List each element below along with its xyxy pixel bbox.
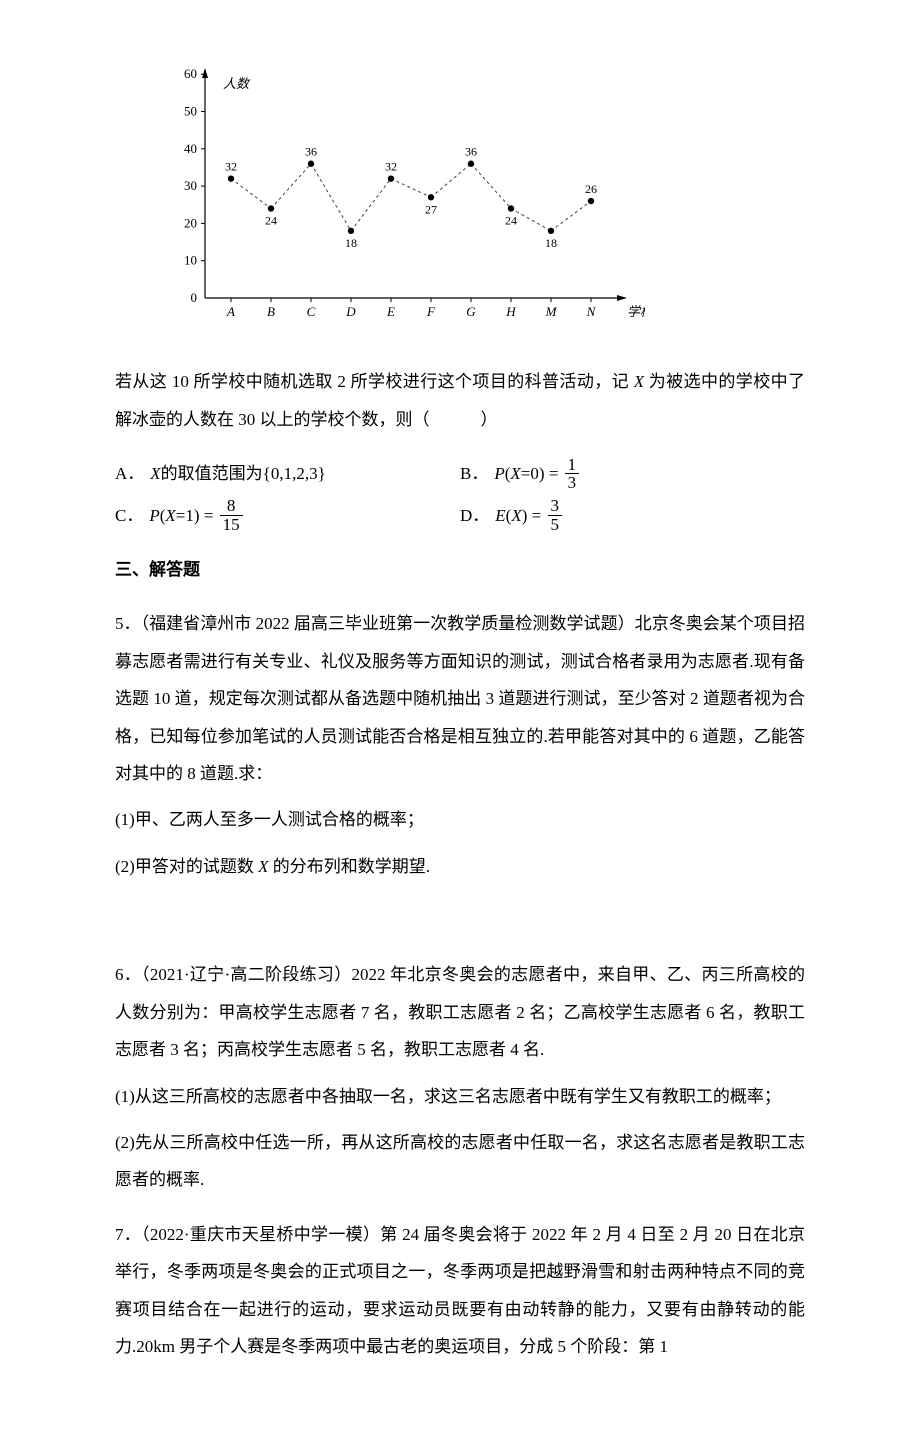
svg-text:0: 0 xyxy=(191,290,198,305)
q5-p2: (2)甲答对的试题数 X 的分布列和数学期望. xyxy=(115,848,805,885)
svg-text:H: H xyxy=(505,304,516,319)
chart-container: 0 10 20 30 40 50 60 人数 A B C D E F G H M N 学校 32 24 36 18 32 27 3… xyxy=(165,60,645,343)
svg-text:A: A xyxy=(226,304,235,319)
q4-option-c: C． P ( X =1 ) = 8 15 xyxy=(115,497,460,534)
svg-text:36: 36 xyxy=(465,145,477,159)
svg-text:B: B xyxy=(267,304,275,319)
chart-svg: 0 10 20 30 40 50 60 人数 A B C D E F G H M N 学校 32 24 36 18 32 27 3… xyxy=(165,60,645,330)
svg-text:30: 30 xyxy=(184,178,197,193)
opt-d-frac: 3 5 xyxy=(548,497,563,534)
svg-text:C: C xyxy=(307,304,316,319)
svg-text:10: 10 xyxy=(184,253,197,268)
opt-d-X: X xyxy=(511,497,521,534)
svg-text:F: F xyxy=(426,304,436,319)
q5-p1: (1)甲、乙两人至多一人测试合格的概率； xyxy=(115,801,805,838)
q4-stem-t1: 若从这 10 所学校中随机选取 2 所学校进行这个项目的科普活动，记 xyxy=(115,372,634,391)
opt-c-num: 8 xyxy=(220,497,243,516)
opt-a-label: A． xyxy=(115,455,144,492)
q7-head: 7．（2022·重庆市天星桥中学一模）第 24 届冬奥会将于 2022 年 2 … xyxy=(115,1216,805,1366)
opt-c-eq: = xyxy=(200,497,218,534)
opt-c-X: X xyxy=(165,497,175,534)
svg-text:40: 40 xyxy=(184,141,197,156)
opt-c-frac: 8 15 xyxy=(220,497,243,534)
svg-text:M: M xyxy=(545,304,558,319)
q6-p1: (1)从这三所高校的志愿者中各抽取一名，求这三名志愿者中既有学生又有教职工的概率… xyxy=(115,1078,805,1115)
q4-option-a: A． X 的取值范围为 {0,1,2,3} xyxy=(115,455,460,492)
opt-c-den: 15 xyxy=(220,516,243,534)
opt-b-eq0: =0 xyxy=(521,455,539,492)
q5-p2-a: (2)甲答对的试题数 xyxy=(115,857,258,876)
svg-text:E: E xyxy=(386,304,395,319)
q4-option-b: B． P ( X =0 ) = 1 3 xyxy=(460,455,805,492)
opt-d-E: E xyxy=(495,497,505,534)
opt-d-eq: = xyxy=(527,497,545,534)
svg-text:人数: 人数 xyxy=(223,76,251,91)
svg-text:36: 36 xyxy=(305,145,317,159)
svg-text:18: 18 xyxy=(345,236,357,250)
opt-d-label: D． xyxy=(460,497,489,534)
opt-b-P: P xyxy=(494,455,504,492)
opt-c-eq1: =1 xyxy=(176,497,194,534)
svg-text:N: N xyxy=(586,304,597,319)
q5-p2-x: X xyxy=(258,857,268,876)
q6-p2: (2)先从三所高校中任选一所，再从这所高校的志愿者中任取一名，求这名志愿者是教职… xyxy=(115,1124,805,1199)
opt-d-num: 3 xyxy=(548,497,563,516)
q5-head: 5．（福建省漳州市 2022 届高三毕业班第一次教学质量检测数学试题）北京冬奥会… xyxy=(115,605,805,792)
q4-stem-x: X xyxy=(634,372,644,391)
svg-text:26: 26 xyxy=(585,182,597,196)
q4-options-row1: A． X 的取值范围为 {0,1,2,3} B． P ( X =0 ) = 1 … xyxy=(115,455,805,492)
svg-text:20: 20 xyxy=(184,215,197,230)
svg-text:24: 24 xyxy=(265,213,277,227)
svg-text:G: G xyxy=(466,304,476,319)
opt-b-num: 1 xyxy=(565,456,580,475)
opt-a-x: X xyxy=(150,455,160,492)
svg-text:D: D xyxy=(345,304,356,319)
svg-text:32: 32 xyxy=(385,160,397,174)
q4-stem: 若从这 10 所学校中随机选取 2 所学校进行这个项目的科普活动，记 X 为被选… xyxy=(115,363,805,438)
svg-text:学校: 学校 xyxy=(627,304,645,319)
opt-b-frac: 1 3 xyxy=(565,456,580,493)
opt-c-P: P xyxy=(149,497,159,534)
q4-options-row2: C． P ( X =1 ) = 8 15 D． E ( X ) = 3 5 xyxy=(115,497,805,534)
opt-b-eq: = xyxy=(545,455,563,492)
opt-b-label: B． xyxy=(460,455,488,492)
q5-p2-b: 的分布列和数学期望. xyxy=(268,857,430,876)
opt-a-set: {0,1,2,3} xyxy=(263,455,326,492)
opt-b-den: 3 xyxy=(565,474,580,492)
q4-option-d: D． E ( X ) = 3 5 xyxy=(460,497,805,534)
svg-text:27: 27 xyxy=(425,202,437,216)
opt-b-X: X xyxy=(510,455,520,492)
svg-text:24: 24 xyxy=(505,213,517,227)
svg-text:18: 18 xyxy=(545,236,557,250)
svg-text:50: 50 xyxy=(184,104,197,119)
svg-text:60: 60 xyxy=(184,66,197,81)
opt-c-label: C． xyxy=(115,497,143,534)
svg-text:32: 32 xyxy=(225,160,237,174)
opt-a-t2: 的取值范围为 xyxy=(161,455,263,492)
section3-title: 三、解答题 xyxy=(115,551,805,588)
q6-head: 6．（2021·辽宁·高二阶段练习）2022 年北京冬奥会的志愿者中，来自甲、乙… xyxy=(115,956,805,1068)
opt-d-den: 5 xyxy=(548,516,563,534)
